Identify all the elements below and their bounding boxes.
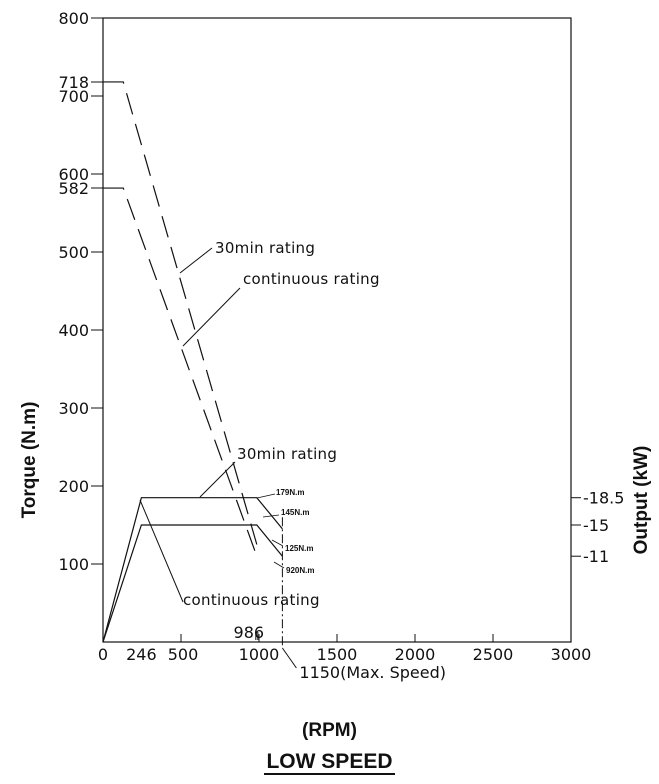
chart-caption: LOW SPEED bbox=[0, 750, 659, 775]
annotation-label: continuous rating bbox=[183, 591, 320, 609]
y-tick-label: 100 bbox=[58, 555, 89, 574]
y-tick-label: 400 bbox=[58, 321, 89, 340]
y2-axis-ticks: -18.5 -15 -11 bbox=[571, 489, 624, 566]
y-tick-label: 300 bbox=[58, 399, 89, 418]
x-extra-tick-label: 246 bbox=[126, 645, 157, 664]
point-labels: 179N.m 145N.m 125N.m 920N.m bbox=[256, 488, 314, 575]
y-tick-label: 700 bbox=[58, 87, 89, 106]
y-extra-tick-label: 582 bbox=[58, 179, 89, 198]
annotation-leader bbox=[179, 247, 213, 274]
x-tick-label: 3000 bbox=[551, 645, 592, 664]
x-axis-label: (RPM) bbox=[302, 720, 357, 741]
y2-tick-label: -15 bbox=[583, 516, 609, 535]
y2-tick-label: -11 bbox=[583, 547, 609, 566]
y-tick-label: 800 bbox=[58, 9, 89, 28]
torque-curve bbox=[103, 81, 258, 545]
point-label: 179N.m bbox=[276, 488, 304, 497]
annotation-leader bbox=[139, 499, 184, 603]
plot-border bbox=[102, 17, 572, 643]
output-curve bbox=[102, 497, 283, 643]
point-label: 145N.m bbox=[281, 508, 309, 517]
x-tick-label: 2000 bbox=[395, 645, 436, 664]
caption-text: LOW SPEED bbox=[264, 750, 395, 775]
point-label: 125N.m bbox=[285, 544, 313, 553]
x-tick-label: 500 bbox=[168, 645, 199, 664]
point-label: 920N.m bbox=[286, 566, 314, 575]
y2-axis-label: Output (kW) bbox=[631, 446, 652, 555]
torque-curve bbox=[103, 187, 258, 557]
point-label-leader bbox=[262, 514, 280, 518]
torque-output-chart: 100 200 300 400 500 600 700 800 718 582 0 500 1000 1… bbox=[19, 9, 652, 682]
y-tick-label: 200 bbox=[58, 477, 89, 496]
plot-frame bbox=[102, 17, 572, 643]
series-lines bbox=[102, 81, 283, 643]
x-axis-ticks: 0 500 1000 1500 2000 2500 3000 246 986 1150(Max. … bbox=[98, 517, 591, 682]
point-label-leader bbox=[271, 539, 284, 547]
y2-tick-label: -18.5 bbox=[583, 489, 624, 508]
x-tick-label: 1500 bbox=[317, 645, 358, 664]
x-tick-label: 1000 bbox=[239, 645, 280, 664]
x-extra-tick-label: 986 bbox=[234, 623, 265, 642]
max-speed-leader bbox=[281, 647, 297, 669]
annotation-leader bbox=[182, 287, 241, 347]
x-tick-label: 2500 bbox=[473, 645, 514, 664]
output-curve bbox=[102, 524, 283, 643]
annotation-label: continuous rating bbox=[243, 270, 380, 288]
y-axis-label: Torque (N.m) bbox=[19, 402, 40, 519]
y-extra-tick-label: 718 bbox=[58, 73, 89, 92]
annotation-leader bbox=[199, 461, 236, 498]
y-axis-ticks: 100 200 300 400 500 600 700 800 718 582 bbox=[58, 9, 121, 574]
x-tick-label: 0 bbox=[98, 645, 108, 664]
annotation-label: 30min rating bbox=[237, 445, 337, 463]
point-label-leader bbox=[256, 493, 276, 499]
y-tick-label: 500 bbox=[58, 243, 89, 262]
annotations: 30min rating continuous rating 30min ratin… bbox=[139, 239, 380, 609]
y-tick-label: 600 bbox=[58, 165, 89, 184]
x-extra-tick-label: 1150(Max. Speed) bbox=[299, 663, 446, 682]
point-label-leader bbox=[273, 561, 285, 569]
annotation-label: 30min rating bbox=[215, 239, 315, 257]
